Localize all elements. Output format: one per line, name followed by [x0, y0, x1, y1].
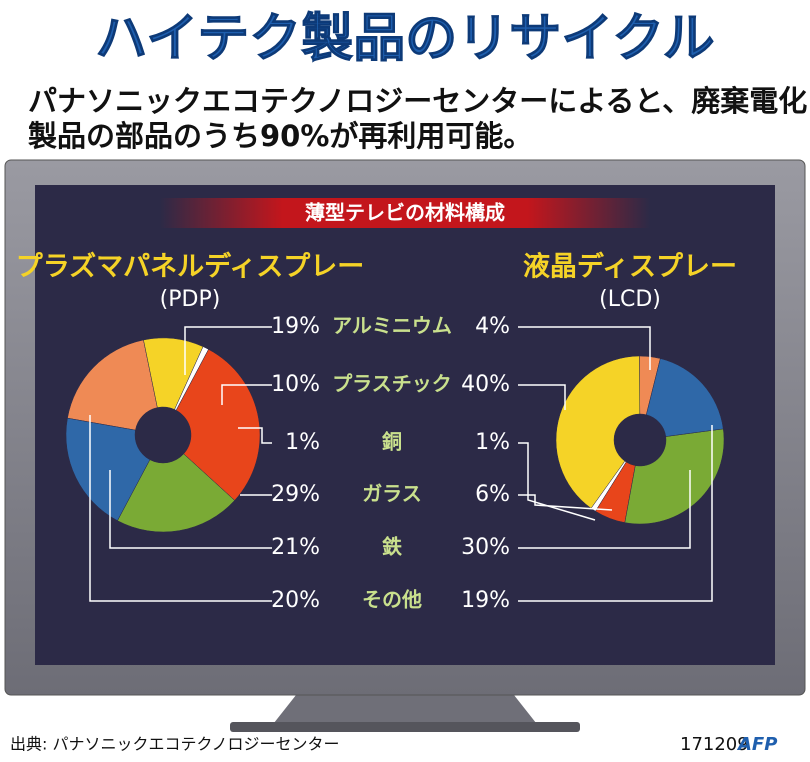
- donut-slice: [67, 339, 158, 431]
- value-label: 19%: [271, 314, 320, 339]
- subtitle-line: 製品の部品のうち90%が再利用可能。: [28, 119, 532, 153]
- value-label: 29%: [271, 482, 320, 507]
- series-subtitle: (LCD): [599, 287, 661, 312]
- section-title: 薄型テレビの材料構成: [305, 201, 505, 225]
- value-label: 1%: [475, 430, 510, 455]
- category-label: アルミニウム: [332, 314, 452, 338]
- value-label: 1%: [285, 430, 320, 455]
- source: 出典: パナソニックエコテクノロジーセンター: [10, 735, 340, 754]
- donut-slice: [624, 428, 725, 525]
- donut-slice: [555, 355, 641, 509]
- category-label: ガラス: [362, 482, 422, 506]
- value-label: 20%: [271, 588, 320, 613]
- code: 171209: [680, 734, 749, 755]
- title: ハイテク製品のリサイクル: [95, 9, 714, 69]
- value-label: 21%: [271, 535, 320, 560]
- donut-slice: [175, 349, 261, 501]
- value-label: 6%: [475, 482, 510, 507]
- donut-slice: [595, 461, 636, 523]
- value-label: 10%: [271, 372, 320, 397]
- category-label: 銅: [382, 430, 402, 454]
- section-banner: [160, 198, 650, 228]
- donut-slice: [117, 453, 235, 533]
- category-label: 鉄: [382, 535, 402, 559]
- value-label: 40%: [461, 372, 510, 397]
- value-label: 30%: [461, 535, 510, 560]
- value-label: 19%: [461, 588, 510, 613]
- credit: AFP: [736, 734, 777, 755]
- category-label: プラスチック: [332, 372, 452, 396]
- tv-stand: [270, 690, 540, 728]
- leader-lines: [89, 326, 713, 602]
- series-name: プラズマパネルディスプレー: [16, 251, 365, 283]
- value-label: 4%: [475, 314, 510, 339]
- donut-slice: [65, 417, 151, 521]
- series-name: 液晶ディスプレー: [523, 251, 737, 283]
- subtitle-line: パナソニックエコテクノロジーセンターによると、廃棄電化: [28, 84, 807, 118]
- series-subtitle: (PDP): [160, 287, 221, 312]
- tv-base: [230, 722, 580, 732]
- category-label: その他: [362, 588, 422, 612]
- tv-screen: [35, 185, 775, 665]
- donut-slice: [645, 358, 724, 437]
